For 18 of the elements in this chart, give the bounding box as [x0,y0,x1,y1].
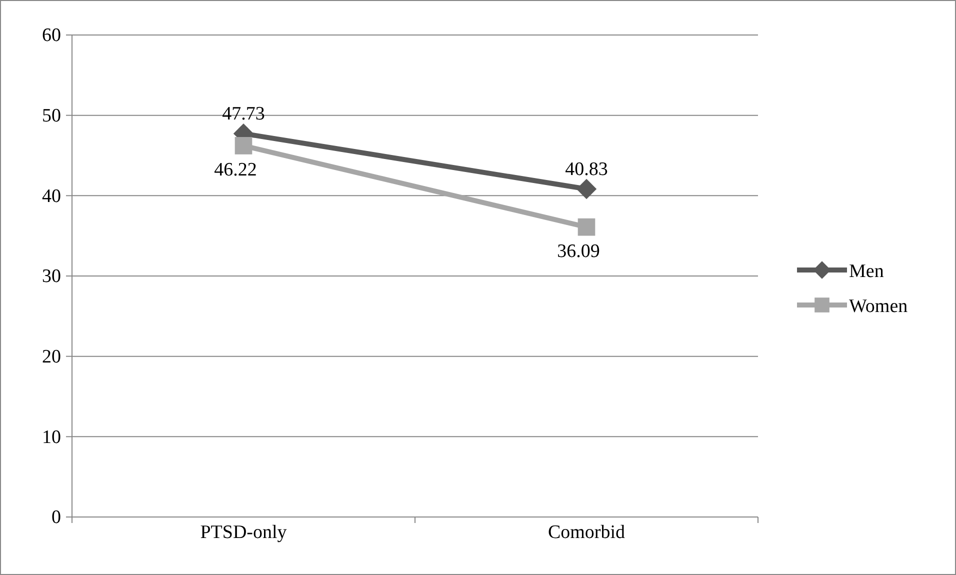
x-tick-label: PTSD-only [200,522,288,543]
y-tick-label: 30 [42,266,61,288]
x-tick-label: Comorbid [548,522,626,543]
y-tick-label: 50 [42,105,61,126]
point [234,137,252,154]
y-tick-label: 10 [42,426,61,448]
legend-label: Women [849,296,908,317]
data-label: 46.22 [214,160,257,181]
legend-label: Men [849,261,884,282]
point [576,178,597,200]
data-label: 36.09 [557,241,600,262]
point [578,218,596,236]
y-tick-label: 20 [42,346,61,368]
y-tick-label: 60 [42,25,61,46]
y-tick-label: 0 [52,507,61,528]
y-tick-label: 40 [42,186,61,207]
data-label: 40.83 [565,159,608,180]
data-label: 47.73 [222,104,265,125]
